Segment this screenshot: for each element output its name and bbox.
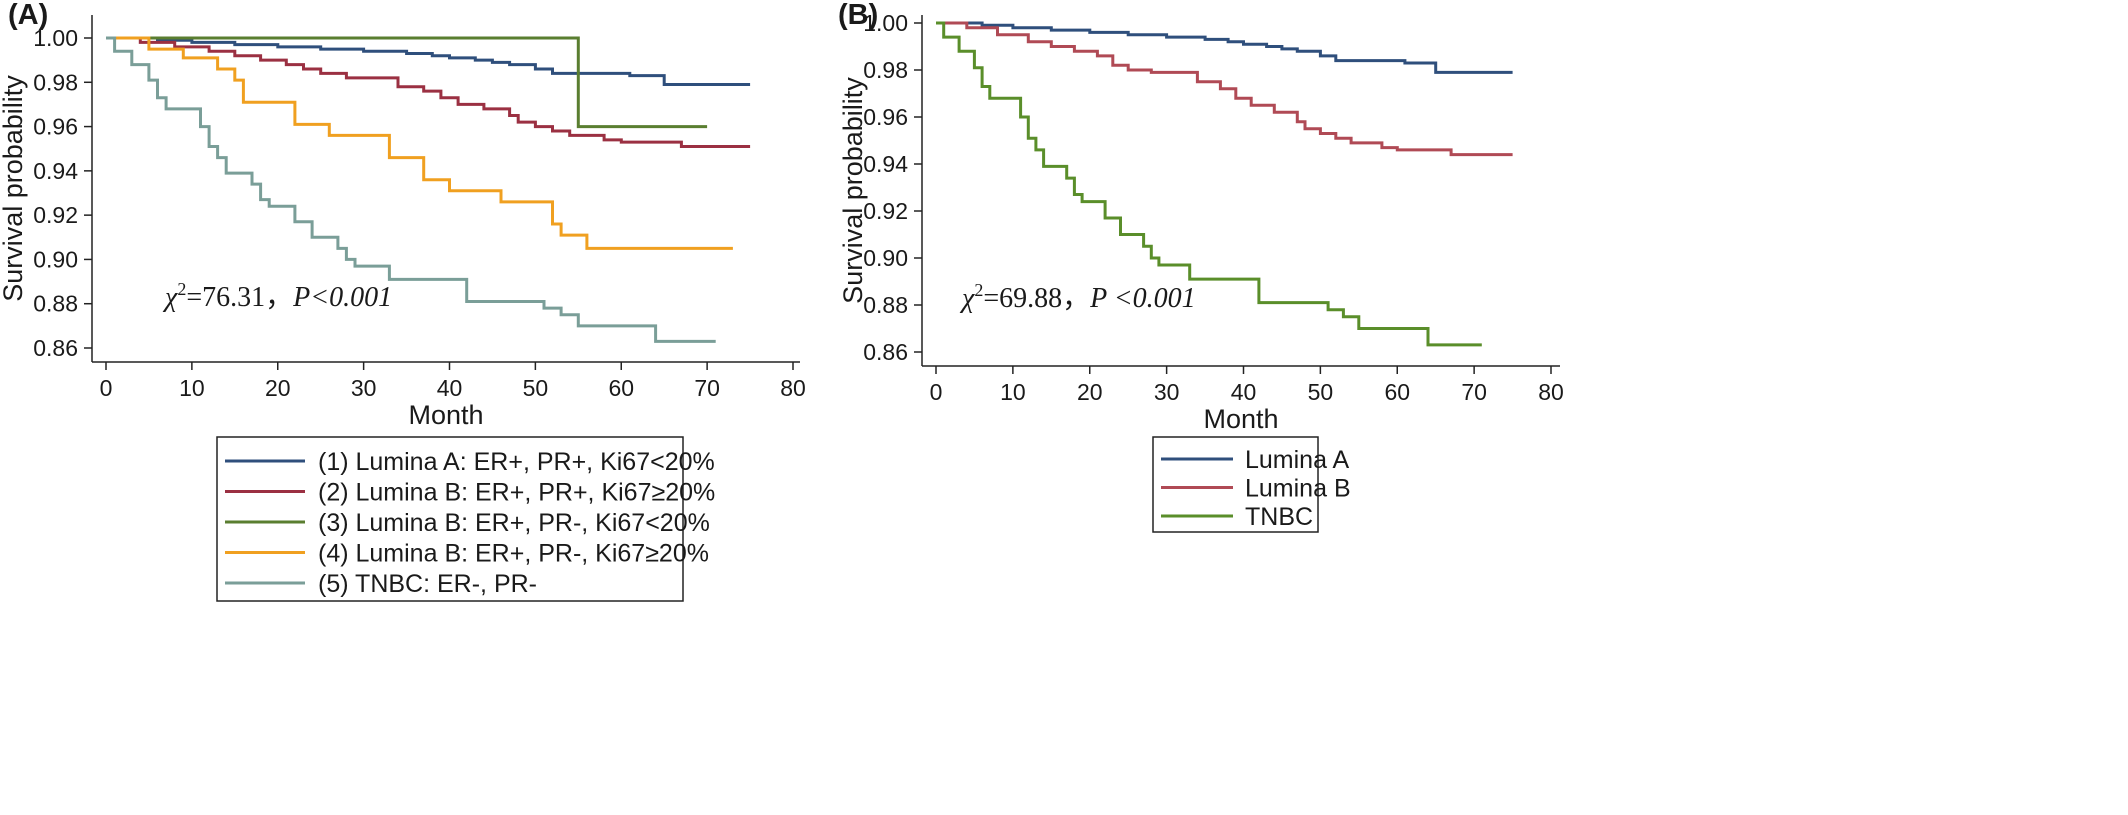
legend-entry: Lumina B (1245, 475, 1351, 503)
legend-entry: (4) Lumina B: ER+, PR-, Ki67≥20% (318, 540, 709, 568)
legend-box (216, 436, 684, 602)
y-tick-label: 0.88 (863, 292, 908, 318)
y-tick-label: 0.92 (863, 198, 908, 224)
y-axis-title: Survival probability (838, 77, 868, 304)
y-tick-label: 0.96 (33, 114, 78, 140)
chi-superscript: 2 (974, 280, 983, 300)
legend-entry: (2) Lumina B: ER+, PR+, Ki67≥20% (318, 479, 715, 507)
y-tick-label: 0.86 (863, 339, 908, 365)
x-axis-title: Month (408, 400, 483, 430)
x-tick-label: 10 (179, 375, 205, 401)
x-tick-label: 60 (608, 375, 634, 401)
legend-entry: Lumina A (1245, 446, 1350, 474)
x-tick-label: 0 (930, 379, 943, 405)
x-tick-label: 30 (351, 375, 377, 401)
y-tick-label: 0.98 (863, 57, 908, 83)
y-tick-label: 0.90 (863, 245, 908, 271)
series-line-1 (106, 36, 751, 86)
series-line-1 (936, 21, 1513, 74)
x-tick-label: 80 (780, 375, 806, 401)
chi-superscript: 2 (177, 279, 186, 299)
legend-entry: (3) Lumina B: ER+, PR-, Ki67<20% (318, 509, 710, 537)
x-tick-label: 20 (1077, 379, 1103, 405)
panel-b: (B) 0.86 0.88 0.90 0.92 0.94 0.96 0.98 1.00 0 10 20… (838, 0, 1564, 533)
x-tick-label: 30 (1154, 379, 1180, 405)
stat-annotation: χ2=76.31，P<0.001 (162, 279, 392, 313)
stat-annotation: χ2=69.88，P <0.001 (959, 280, 1196, 314)
x-tick-label: 50 (523, 375, 549, 401)
y-tick-label: 1.00 (33, 25, 78, 51)
chi-value: =76.31， (186, 282, 293, 313)
x-axis-title: Month (1203, 404, 1278, 434)
y-tick-label: 0.90 (33, 246, 78, 272)
legend-entry: (5) TNBC: ER-, PR- (318, 570, 537, 598)
x-tick-label: 70 (694, 375, 720, 401)
legend-entry: (1) Lumina A: ER+, PR+, Ki67<20% (318, 448, 715, 476)
series-line-3 (936, 21, 1482, 347)
x-tick-label: 80 (1538, 379, 1564, 405)
panel-label: (A) (8, 0, 48, 31)
series-line-4 (106, 36, 733, 250)
x-tick-label: 40 (1231, 379, 1257, 405)
y-tick-label: 0.92 (33, 202, 78, 228)
y-tick-label: 0.88 (33, 291, 78, 317)
x-tick-label: 50 (1308, 379, 1334, 405)
panel-label: (B) (838, 0, 878, 31)
y-tick-label: 0.86 (33, 335, 78, 361)
x-tick-label: 0 (100, 375, 113, 401)
chi-symbol: χ (959, 283, 975, 314)
series-line-5 (106, 36, 716, 343)
x-tick-label: 60 (1384, 379, 1410, 405)
chi-value: =69.88， (983, 283, 1090, 314)
legend: (1) Lumina A: ER+, PR+, Ki67<20% (2) Lumi… (216, 436, 715, 602)
y-axis-title: Survival probability (0, 75, 28, 302)
x-tick-label: 70 (1461, 379, 1487, 405)
x-tick-label: 20 (265, 375, 291, 401)
chi-symbol: χ (162, 282, 178, 313)
p-value: P <0.001 (1089, 283, 1196, 314)
series-line-2 (106, 36, 751, 148)
series-line-2 (936, 21, 1513, 157)
p-value: P<0.001 (292, 282, 392, 313)
y-tick-label: 1.00 (863, 10, 908, 36)
legend-entry: TNBC (1245, 503, 1313, 531)
panel-a: (A) 0.86 0.88 0.90 0.92 0.94 0.96 0.98 1.00 0 10 20… (0, 0, 806, 602)
x-tick-label: 10 (1000, 379, 1026, 405)
y-tick-label: 0.94 (863, 151, 908, 177)
y-tick-label: 0.96 (863, 104, 908, 130)
x-tick-label: 40 (437, 375, 463, 401)
y-tick-label: 0.94 (33, 158, 78, 184)
series-line-3 (106, 36, 708, 129)
y-tick-label: 0.98 (33, 69, 78, 95)
